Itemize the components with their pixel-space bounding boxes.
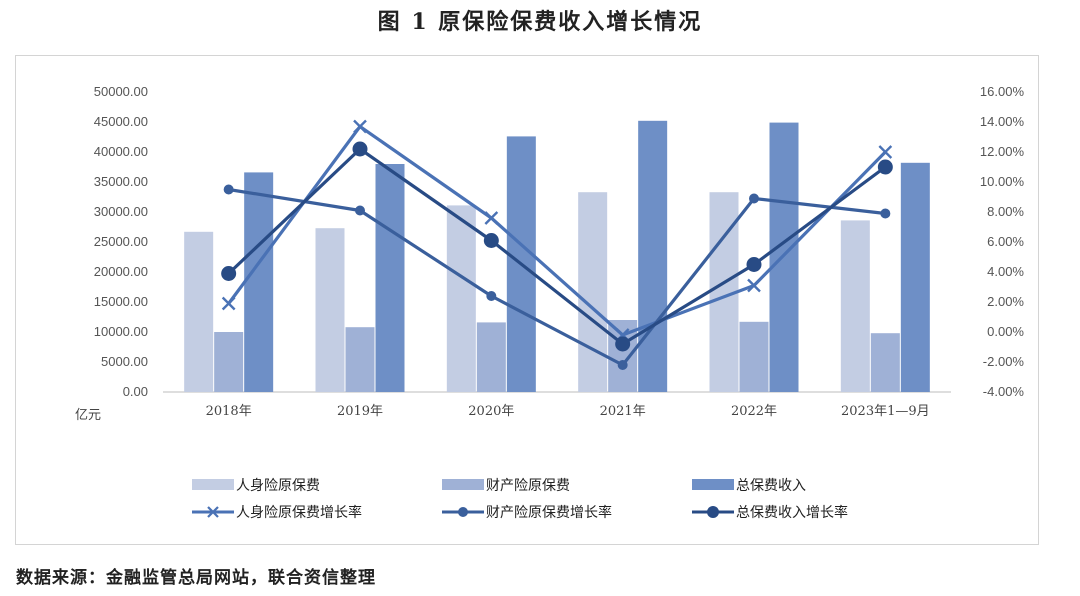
legend-label: 总保费收入	[736, 478, 806, 494]
right-axis-tick-label: -2.00%	[983, 354, 1025, 369]
left-axis-tick-label: 50000.00	[94, 84, 148, 99]
line-2-marker	[486, 291, 497, 301]
line-1-marker	[747, 278, 761, 293]
line-1-marker	[484, 211, 499, 225]
bar-2	[345, 327, 375, 392]
bar-3	[244, 172, 274, 392]
line-1-marker	[878, 145, 893, 159]
legend-label: 人身险原保费增长率	[236, 504, 362, 521]
x-axis-category-label: 2018年	[206, 404, 252, 419]
right-axis-tick-label: 8.00%	[987, 204, 1024, 219]
legend-label: 总保费收入增长率	[736, 504, 848, 521]
bar-3	[375, 164, 405, 392]
line-3-marker	[352, 141, 368, 157]
right-axis-tick-label: 6.00%	[987, 234, 1024, 249]
left-axis-unit-label: 亿元	[75, 408, 101, 423]
source-note: 数据来源：金融监管总局网站，联合资信整理	[16, 568, 376, 588]
left-axis-tick-label: 45000.00	[94, 114, 148, 129]
left-axis-tick-label: 25000.00	[94, 234, 148, 249]
left-axis-tick-label: 0.00	[123, 384, 148, 399]
right-axis-tick-label: 2.00%	[987, 294, 1024, 309]
line-2-marker	[355, 205, 365, 216]
bar-2	[476, 322, 506, 392]
left-axis-tick-label: 15000.00	[94, 294, 148, 309]
line-2-marker	[223, 184, 234, 195]
bar-1	[840, 220, 870, 392]
bar-2	[214, 332, 244, 392]
x-axis-category-label: 2020年	[468, 404, 514, 419]
right-axis-tick-label: 16.00%	[980, 84, 1025, 99]
right-axis-tick-label: 4.00%	[987, 264, 1024, 279]
legend-swatch	[692, 479, 734, 490]
bar-3	[900, 162, 930, 392]
left-axis-tick-label: 10000.00	[94, 324, 148, 339]
left-axis-tick-label: 35000.00	[94, 174, 148, 189]
line-3-marker	[483, 233, 499, 248]
line-2-marker	[749, 193, 759, 204]
line-3-marker	[746, 257, 762, 272]
line-2-marker	[880, 208, 891, 219]
right-axis-tick-label: 12.00%	[980, 144, 1025, 159]
right-axis-tick-label: -4.00%	[983, 384, 1025, 399]
bar-1	[446, 205, 476, 392]
bar-1	[315, 228, 345, 392]
line-2-marker	[617, 360, 628, 370]
bar-1	[184, 231, 214, 392]
bar-2	[739, 321, 769, 392]
legend-marker	[458, 507, 468, 517]
legend-swatch	[442, 479, 484, 490]
legend-swatch	[192, 479, 234, 490]
x-axis-category-label: 2019年	[337, 404, 383, 419]
bar-3	[769, 122, 799, 392]
legend-label: 财产险原保费增长率	[486, 504, 612, 521]
legend-label: 财产险原保费	[486, 478, 570, 494]
bar-1	[578, 192, 608, 392]
line-3	[227, 147, 887, 346]
line-3-marker	[877, 159, 893, 175]
x-axis-category-label: 2023年1—9月	[841, 404, 930, 419]
x-axis-category-label: 2022年	[731, 404, 777, 419]
line-1-marker	[353, 119, 367, 134]
figure-title: 图 1 原保险保费收入增长情况	[377, 9, 703, 35]
left-axis-tick-label: 40000.00	[94, 144, 148, 159]
right-axis-tick-label: 10.00%	[980, 174, 1025, 189]
right-axis-tick-label: 14.00%	[980, 114, 1025, 129]
bar-2	[870, 333, 900, 392]
left-axis-tick-label: 30000.00	[94, 204, 148, 219]
left-axis-tick-label: 5000.00	[101, 354, 148, 369]
line-2	[228, 187, 886, 367]
left-axis-tick-label: 20000.00	[94, 264, 148, 279]
right-axis-tick-label: 0.00%	[987, 324, 1024, 339]
line-1-marker	[221, 296, 236, 311]
legend-marker	[707, 506, 719, 518]
line-3-marker	[615, 336, 631, 352]
bar-3	[638, 120, 668, 393]
line-1	[227, 124, 887, 337]
x-axis-category-label: 2021年	[600, 404, 646, 419]
legend-marker	[207, 506, 219, 518]
legend-label: 人身险原保费	[236, 478, 320, 494]
line-3-marker	[221, 266, 237, 281]
